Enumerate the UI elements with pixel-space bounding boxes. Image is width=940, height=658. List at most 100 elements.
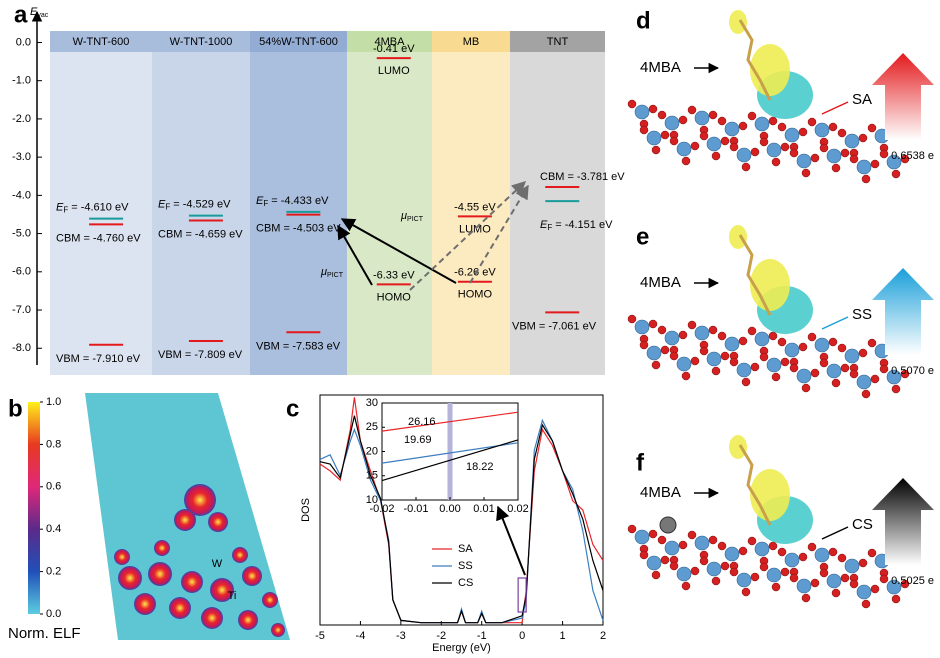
oxygen [789, 148, 799, 158]
oxygen [900, 369, 910, 379]
titanium [814, 122, 830, 138]
level-label: VBM = -7.583 eV [256, 340, 341, 352]
titanium [736, 572, 752, 588]
colorbar-tick-label: 0.4 [46, 523, 61, 535]
charge-blob-yellow [750, 259, 790, 311]
arrow [340, 218, 457, 284]
oxygen [651, 145, 661, 155]
inset-y-tick-label: 25 [366, 421, 378, 433]
titanium [796, 368, 812, 384]
level-label: EF = -4.433 eV [256, 195, 329, 208]
dopant [659, 516, 677, 534]
titanium [796, 578, 812, 594]
site-label: CS [852, 516, 873, 533]
level-label: CBM = -4.760 eV [56, 232, 141, 244]
titanium [646, 130, 662, 146]
column-header [432, 31, 510, 52]
oxygen [738, 546, 748, 556]
level-value-label: = -7.583 eV [283, 340, 341, 352]
oxygen [717, 331, 727, 341]
column-header [50, 31, 152, 52]
site-label: SS [852, 306, 872, 323]
oxygen [690, 356, 700, 366]
oxygen [837, 553, 847, 563]
oxygen [849, 579, 859, 589]
oxygen [669, 136, 679, 146]
oxygen [810, 368, 820, 378]
atom-label: W [212, 558, 223, 570]
titanium [664, 330, 680, 346]
titanium [634, 529, 650, 545]
oxygen [717, 541, 727, 551]
charge-label: 0.6538 e [891, 150, 934, 162]
column-header [250, 31, 347, 52]
column-body [250, 31, 347, 375]
level-name: LUMO [378, 65, 410, 77]
oxygen [729, 357, 739, 367]
elf-blob [242, 566, 262, 586]
y-tick-label: -8.0 [12, 342, 31, 354]
level-value-label: = -4.433 eV [271, 195, 329, 207]
oxygen [768, 331, 778, 341]
elf-blob [238, 610, 258, 630]
level-value-label: = -4.659 eV [185, 228, 243, 240]
oxygen [648, 319, 658, 329]
oxygen [891, 384, 901, 394]
oxygen [687, 105, 697, 115]
annotation-subscript: PICT [327, 272, 344, 279]
titanium [706, 561, 722, 577]
x-axis-label: Energy (eV) [432, 642, 491, 654]
titanium [856, 584, 872, 600]
level-value-label: = -7.809 eV [185, 349, 243, 361]
oxygen [801, 168, 811, 178]
titanium [646, 345, 662, 361]
titanium [736, 362, 752, 378]
y-tick-label: -3.0 [12, 151, 31, 163]
atom-label: Ti [228, 590, 237, 602]
oxygen [771, 582, 781, 592]
oxygen [720, 351, 730, 361]
oxygen [807, 117, 817, 127]
level-label: CBM = -4.503 eV [256, 222, 341, 234]
oxygen [708, 110, 718, 120]
titanium [694, 535, 710, 551]
oxygen [738, 336, 748, 346]
titanium [676, 356, 692, 372]
panel-label: b [8, 395, 23, 422]
level-symbol: E [158, 198, 166, 210]
y-axis-label: Evac [30, 6, 49, 19]
titanium [724, 121, 740, 137]
level-name: VBM [158, 349, 182, 361]
oxygen [639, 125, 649, 135]
series-line [319, 415, 604, 624]
oxygen [741, 587, 751, 597]
charge-blob-yellow [750, 44, 790, 96]
oxygen [849, 154, 859, 164]
level-label: CBM = -3.781 eV [540, 171, 625, 183]
titanium [886, 369, 902, 385]
colorbar-label: Norm. ELF [8, 625, 81, 642]
oxygen [657, 110, 667, 120]
oxygen [699, 556, 709, 566]
titanium [634, 319, 650, 335]
y-tick-label: -7.0 [12, 304, 31, 316]
oxygen [720, 561, 730, 571]
elf-blob [184, 484, 216, 516]
oxygen [690, 566, 700, 576]
level-symbol: E [56, 202, 64, 214]
titanium [856, 374, 872, 390]
oxygen [669, 351, 679, 361]
annotation: μPICT [400, 210, 424, 223]
zoom-arrow [496, 505, 526, 576]
oxygen [627, 314, 637, 324]
level-label: EF = -4.151 eV [540, 219, 613, 232]
y-tick-label: -5.0 [12, 227, 31, 239]
column-header-label: MB [463, 36, 480, 48]
site-arrow [821, 316, 849, 330]
titanium [634, 104, 650, 120]
oxygen [828, 547, 838, 557]
oxygen [657, 325, 667, 335]
oxygen [750, 147, 760, 157]
